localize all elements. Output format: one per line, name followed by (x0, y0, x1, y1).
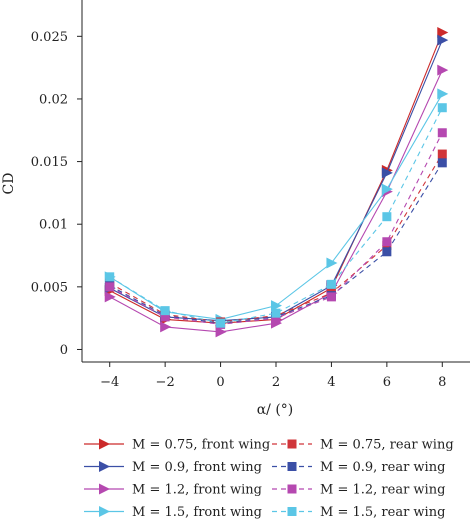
legend-item: M = 0.9, front wing (84, 460, 262, 475)
data-point (382, 247, 392, 257)
x-ticks: −4 −2 0 2 4 6 8 (100, 362, 446, 390)
legend-marker (99, 483, 110, 495)
data-point (160, 306, 170, 316)
y-tick-label: 0.02 (39, 92, 68, 107)
data-point (437, 88, 449, 100)
data-point (160, 321, 172, 333)
legend-marker (99, 461, 110, 472)
data-point (437, 149, 447, 159)
data-point (215, 326, 227, 338)
x-tick-label: 2 (272, 375, 280, 390)
data-point (437, 34, 449, 46)
legend-marker (287, 507, 297, 516)
legend-item: M = 1.5, rear wing (272, 505, 445, 520)
y-ticks: 0 0.005 0.01 0.015 0.02 0.025 (31, 30, 82, 358)
data-point (105, 282, 115, 292)
series-layer (104, 27, 449, 338)
x-tick-label: −2 (156, 375, 175, 390)
x-tick-label: −4 (100, 375, 119, 390)
series-line (109, 69, 443, 333)
data-point (437, 103, 447, 113)
data-point (326, 292, 336, 302)
legend: M = 0.75, front wing M = 0.9, front wing M… (84, 438, 454, 520)
x-tick-label: 6 (383, 375, 391, 390)
series-line (109, 107, 443, 324)
y-axis-title: CD (1, 173, 17, 195)
data-point (271, 308, 281, 318)
series-5 (105, 149, 447, 327)
legend-label: M = 0.9, front wing (132, 460, 262, 475)
data-point (437, 64, 449, 76)
data-point (271, 300, 282, 312)
data-point (160, 312, 170, 322)
data-point (104, 291, 116, 303)
legend-marker (287, 484, 297, 494)
legend-marker (287, 462, 297, 471)
series-2 (104, 34, 449, 327)
legend-label: M = 0.75, rear wing (320, 438, 454, 453)
data-point (326, 257, 338, 269)
legend-label: M = 1.2, rear wing (320, 483, 445, 498)
series-8 (105, 103, 447, 328)
y-tick-label: 0.025 (31, 30, 68, 45)
y-tick-label: 0.015 (31, 155, 68, 170)
series-line (109, 93, 443, 320)
series-line (109, 162, 443, 324)
legend-item: M = 1.5, front wing (84, 505, 262, 520)
legend-label: M = 1.5, front wing (132, 505, 262, 520)
x-tick-label: 0 (216, 375, 224, 390)
x-tick-label: 8 (438, 375, 446, 390)
series-line (109, 32, 443, 324)
legend-item: M = 0.75, front wing (84, 438, 270, 453)
legend-marker (99, 506, 110, 517)
legend-item: M = 1.2, front wing (84, 483, 262, 498)
x-axis-title: α/ (°) (257, 402, 294, 418)
series-6 (105, 158, 447, 328)
legend-label: M = 0.75, front wing (132, 438, 270, 453)
data-point (382, 212, 392, 222)
series-1 (104, 27, 449, 329)
legend-label: M = 1.5, rear wing (320, 505, 445, 520)
data-point (437, 128, 447, 138)
data-point (271, 313, 281, 323)
legend-label: M = 0.9, rear wing (320, 460, 445, 475)
data-point (437, 27, 449, 39)
legend-item: M = 0.75, rear wing (272, 438, 454, 453)
series-7 (105, 128, 447, 329)
series-4 (104, 88, 449, 325)
legend-item: M = 0.9, rear wing (272, 460, 445, 475)
data-point (216, 318, 226, 328)
data-point (326, 279, 336, 289)
y-tick-label: 0.01 (39, 218, 68, 233)
y-tick-label: 0 (60, 343, 68, 358)
x-tick-label: 4 (327, 375, 335, 390)
series-3 (104, 64, 449, 338)
y-tick-label: 0.005 (31, 280, 68, 295)
data-point (105, 272, 115, 282)
legend-marker (99, 438, 110, 450)
data-point (381, 183, 393, 195)
series-line (109, 132, 443, 325)
legend-marker (287, 439, 297, 449)
legend-label: M = 1.2, front wing (132, 483, 262, 498)
data-point (381, 167, 393, 179)
data-point (382, 237, 392, 247)
data-point (437, 158, 447, 168)
legend-item: M = 1.2, rear wing (272, 483, 445, 498)
